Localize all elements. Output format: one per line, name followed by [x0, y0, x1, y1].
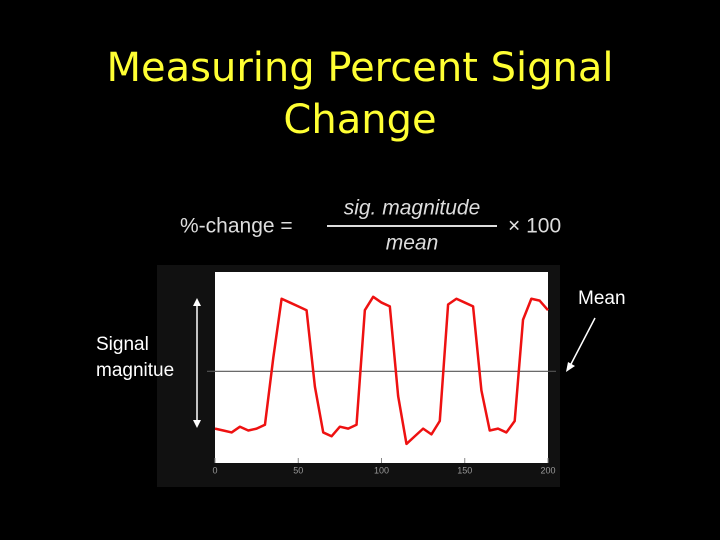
signal-label: Signal: [96, 334, 149, 355]
plot: 0 50 100 150 200: [207, 295, 556, 475]
formula-lhs: %-change =: [180, 215, 293, 238]
mean-arrow-head: [566, 362, 575, 372]
slide-title: Measuring Percent Signal: [107, 45, 614, 91]
plot-area: [215, 272, 548, 463]
x-tick-label: 150: [457, 465, 472, 475]
x-tick-label: 0: [212, 465, 217, 475]
formula-numerator: sig. magnitude: [344, 197, 481, 220]
x-tick-label: 50: [293, 465, 303, 475]
mean-label: Mean: [578, 288, 626, 309]
formula-rhs: × 100: [508, 215, 561, 238]
signal-line: [214, 295, 549, 446]
slide-title-line2: Change: [283, 97, 436, 143]
signal-label-line2: magnitue: [96, 360, 174, 381]
x-tick-label: 100: [374, 465, 389, 475]
x-tick-label: 200: [540, 465, 555, 475]
formula-denominator: mean: [386, 232, 439, 255]
mean-arrow: [569, 317, 596, 367]
